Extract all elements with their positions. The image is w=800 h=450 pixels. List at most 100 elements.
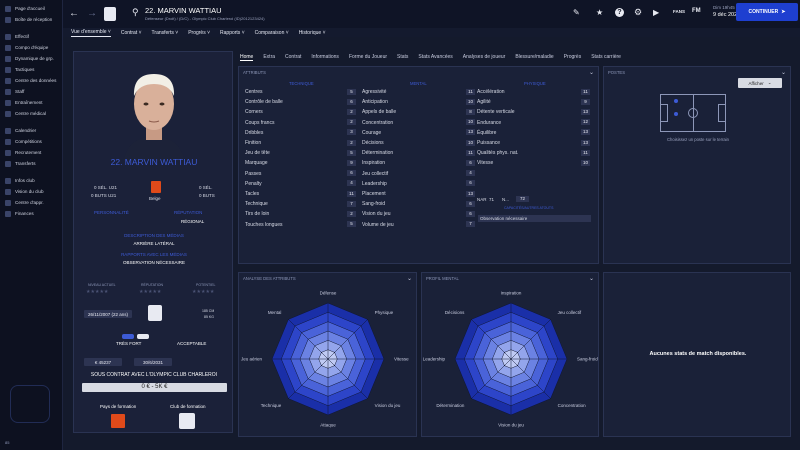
attribute-label: Volume de jeu	[362, 221, 394, 228]
settings-icon[interactable]: ⚙	[634, 7, 643, 17]
attribute-label: Détermination	[362, 150, 394, 157]
search-icon[interactable]: ⚲	[132, 7, 139, 17]
analysis-title: ANALYSE DES ATTRIBUTS	[243, 276, 296, 281]
tab-3[interactable]: Informations	[311, 54, 339, 60]
attribute-label: Inspiration	[362, 160, 386, 167]
attribute-value: 10	[581, 159, 590, 166]
subnav-item[interactable]: Historique ˅	[299, 30, 326, 36]
sidebar-item-team-selection[interactable]: Compo d'équipe	[0, 42, 62, 53]
reputation-heading: RÉPUTATION	[174, 210, 203, 215]
attribute-value: 10	[466, 98, 475, 105]
sidebar-item-tactics[interactable]: Tactiques	[0, 64, 62, 75]
forward-icon[interactable]: →	[87, 8, 97, 19]
help-icon[interactable]: ?	[615, 8, 624, 17]
sidebar-item-group-dynamics[interactable]: Dynamique de grp.	[0, 53, 62, 64]
position-dot[interactable]	[674, 99, 678, 103]
tab-7[interactable]: Analyses de joueur	[462, 54, 506, 60]
personality-heading: PERSONNALITÉ	[94, 210, 129, 215]
reputation-stars: ★★★★★	[139, 289, 162, 295]
attribute-value: 11	[466, 149, 475, 156]
sidebar-item-inbox[interactable]: Boîte de réception	[0, 14, 62, 25]
attribute-label: Contrôle de balle	[245, 99, 283, 106]
attribute-value: 6	[347, 98, 356, 105]
subnav-item[interactable]: Vue d'ensemble ˅	[71, 29, 111, 37]
chevron-down-icon[interactable]: ⌄	[780, 70, 786, 76]
tactics-icon	[5, 66, 11, 73]
contract-end-chip: 30/6/2031	[134, 358, 172, 366]
subnav-item[interactable]: Rapports ˅	[220, 30, 245, 36]
mental-profile-label: Sang-froid	[577, 357, 598, 362]
pitch[interactable]	[660, 94, 726, 132]
tab-10[interactable]: Stats carrière	[591, 54, 621, 60]
tab-4[interactable]: Forme du Joueur	[348, 54, 388, 60]
height-label: 185 CM	[202, 309, 215, 313]
tab-6[interactable]: Stats Avancées	[418, 54, 453, 60]
tab-1[interactable]: Extra	[263, 54, 276, 60]
tab-5[interactable]: Stats	[397, 54, 409, 60]
sidebar-item-competitions[interactable]: Compétitions	[0, 136, 62, 147]
attribute-value: 11	[466, 88, 475, 95]
tab-8[interactable]: Blessure/maladie	[515, 54, 554, 60]
chevron-down-icon: ˅	[284, 29, 289, 36]
sidebar-item-medical-centre[interactable]: Centre médical	[0, 108, 62, 119]
tab-2[interactable]: Contrat	[285, 54, 302, 60]
sidebar-badge: 85	[5, 440, 10, 445]
subnav-item[interactable]: Contrat ˅	[121, 30, 142, 36]
sidebar-item-home[interactable]: Page d'accueil	[0, 3, 62, 14]
back-icon[interactable]: ←	[69, 8, 79, 19]
attribute-label: Leadership	[362, 180, 387, 187]
reports-heading: RAPPORTS AVEC LES MÉDIAS	[121, 252, 187, 257]
show-button[interactable]: Afficher ⌄	[738, 78, 782, 88]
sidebar-item-scouting[interactable]: Recrutement	[0, 147, 62, 158]
attribute-value: 13	[466, 190, 475, 197]
chevron-down-icon[interactable]: ⌄	[588, 276, 594, 282]
analysis-label: Vision du jeu	[375, 403, 401, 408]
attribute-value: 5	[347, 88, 356, 95]
attribute-value: 9	[347, 159, 356, 166]
sidebar-item-training[interactable]: Entraînement	[0, 97, 62, 108]
sidebar-item-development-centre[interactable]: Centre d'appr.	[0, 197, 62, 208]
attribute-label: Passes	[245, 170, 262, 177]
attribute-label: Tirs de loin	[245, 211, 270, 218]
edit-icon[interactable]: ✎	[573, 8, 580, 17]
radar-axis	[510, 358, 551, 399]
subnav-item[interactable]: Comparaison ˅	[255, 30, 289, 36]
sidebar-item-staff[interactable]: Staff	[0, 86, 62, 97]
subnav-item[interactable]: Transferts ˅	[152, 30, 179, 36]
video-icon[interactable]: ▶	[653, 8, 660, 17]
chevron-down-icon[interactable]: ⌄	[406, 276, 412, 282]
trophy-icon[interactable]: ★	[596, 8, 604, 17]
wage-bar[interactable]: 0 € - 5K €	[82, 383, 227, 392]
subnav-label: Progrès	[188, 29, 206, 36]
tab-9[interactable]: Progrès	[563, 54, 582, 60]
analysis-label: Vitesse	[394, 357, 409, 362]
fm-icon[interactable]: FM	[692, 8, 701, 14]
position-dot[interactable]	[674, 112, 678, 116]
sidebar-item-squad[interactable]: Effectif	[0, 31, 62, 42]
sidebar-item-transfers[interactable]: Transferts	[0, 158, 62, 169]
mental-profile-label: Vision du jeu	[498, 423, 524, 428]
sidebar-item-finances[interactable]: Finances	[0, 208, 62, 219]
analysis-label: Physique	[375, 310, 394, 315]
sidebar: Page d'accueil Boîte de réception Effectif…	[0, 0, 63, 450]
group-dynamics-icon	[5, 55, 11, 62]
sidebar-item-calendar[interactable]: Calendrier	[0, 125, 62, 136]
attribute-value: 9	[581, 98, 590, 105]
sidebar-item-club-info[interactable]: Infos club	[0, 175, 62, 186]
sidebar-item-club-vision[interactable]: Vision du club	[0, 186, 62, 197]
attribute-value: 4	[466, 170, 475, 177]
fans-icon[interactable]: FANS	[673, 9, 686, 14]
attribute-label: Concentration	[362, 119, 394, 126]
sidebar-item-label: Dynamique de grp.	[15, 56, 54, 61]
continue-button[interactable]: CONTINUER ➤	[736, 3, 798, 21]
attribute-value: 5	[347, 221, 356, 228]
radar-axis	[471, 358, 512, 399]
tab-0[interactable]: Home	[240, 54, 254, 61]
data-hub-icon	[5, 77, 11, 84]
club-badge-icon[interactable]	[104, 7, 116, 21]
subnav-item[interactable]: Progrès ˅	[188, 30, 210, 36]
chevron-down-icon[interactable]: ⌄	[588, 70, 594, 76]
potential-stars: ★★★★★	[192, 289, 215, 295]
attribute-label: Marquage	[245, 160, 268, 167]
sidebar-item-data-hub[interactable]: Centre des données	[0, 75, 62, 86]
